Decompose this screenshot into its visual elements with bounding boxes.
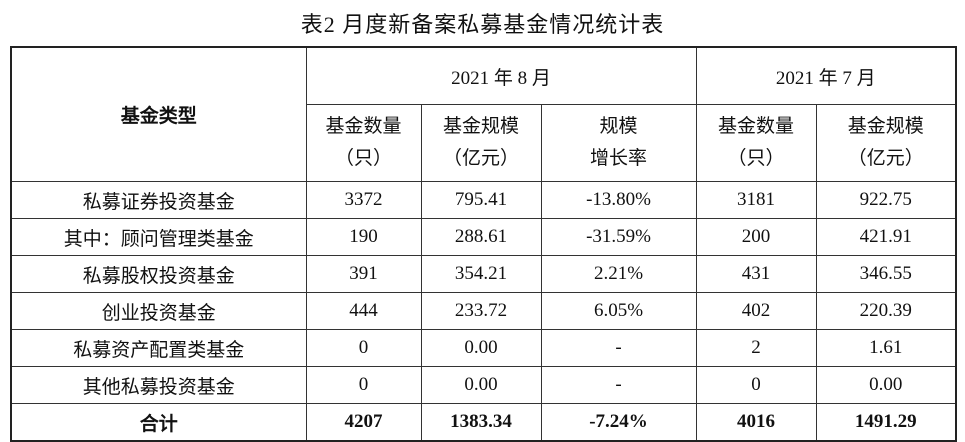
data-row: 其他私募投资基金 0 0.00-0 0.00: [10, 366, 957, 404]
cell: -31.59%: [540, 218, 697, 256]
row-label: 其他私募投资基金: [10, 366, 307, 404]
header-line: 基金数量: [718, 116, 795, 137]
header-line: 基金数量: [325, 116, 402, 137]
header-row: 基金数量 （只） 基金规模 （亿元） 规模 增长率 基金数量 （只） 基金规模 （亿元）: [11, 104, 957, 182]
row-label: 合计: [10, 403, 307, 442]
cell: 3372: [305, 181, 422, 219]
cell: 200: [695, 218, 817, 256]
data-row: 创业投资基金 444 233.72 6.05% 402 220.39: [10, 292, 957, 330]
table-title: 表2 月度新备案私募基金情况统计表: [300, 12, 665, 37]
cell: 0: [695, 366, 817, 404]
cell: -13.80%: [540, 181, 697, 219]
header-line: 基金规模: [442, 116, 519, 137]
cell: -: [540, 329, 697, 367]
header-line: 增长率: [590, 148, 648, 169]
header-line: （只）: [727, 148, 785, 169]
cell: 0.00: [420, 329, 542, 367]
column-header: 基金数量 （只）: [305, 104, 422, 182]
cell: 233.72: [420, 292, 542, 330]
cell: 288.61: [420, 218, 542, 256]
cell: 0.00: [815, 366, 957, 404]
group-header: 2021 年 8 月: [305, 46, 697, 105]
cell: 1491.29: [815, 403, 957, 442]
cell: 421.91: [815, 218, 957, 256]
header-cell: 基金类型: [10, 46, 307, 182]
column-header: 基金规模 （亿元）: [420, 104, 542, 182]
header-line: （只）: [334, 148, 392, 169]
data-row: 私募股权投资基金 391 354.21 2.21% 431 346.55: [10, 255, 957, 293]
stats-table: 基金类型 2021 年 8 月 2021 年 7 月基金数量 （只） 基金规模 （亿元）规…: [10, 46, 958, 442]
header-line: （亿元）: [442, 148, 519, 169]
cell: 444: [305, 292, 422, 330]
cell: 402: [695, 292, 817, 330]
cell: 1.61: [815, 329, 957, 367]
header-line: 规模: [599, 116, 638, 137]
data-row: 私募证券投资基金 3372 795.41 -13.80% 3181 922.75: [10, 181, 957, 219]
row-label: 创业投资基金: [10, 292, 307, 330]
cell: 6.05%: [540, 292, 697, 330]
cell: 2.21%: [540, 255, 697, 293]
cell: 922.75: [815, 181, 957, 219]
cell: 190: [305, 218, 422, 256]
cell: 795.41: [420, 181, 542, 219]
cell: 354.21: [420, 255, 542, 293]
cell: 431: [695, 255, 817, 293]
cell: 0: [305, 366, 422, 404]
row-label: 私募证券投资基金: [10, 181, 307, 219]
header-row: 基金类型 2021 年 8 月 2021 年 7 月: [10, 46, 957, 182]
row-label: 其中：顾问管理类基金: [10, 218, 307, 256]
total-row: 合计 4207 1383.34 -7.24% 4016 1491.29: [10, 403, 957, 442]
column-header: 基金数量 （只）: [695, 104, 817, 182]
cell: 346.55: [815, 255, 957, 293]
data-row: 私募资产配置类基金 0 0.00-2 1.61: [10, 329, 957, 367]
cell: -: [540, 366, 697, 404]
row-label: 私募资产配置类基金: [10, 329, 307, 367]
cell: 1383.34: [420, 403, 542, 442]
cell: -7.24%: [540, 403, 697, 442]
cell: 3181: [695, 181, 817, 219]
group-header: 2021 年 7 月: [695, 46, 957, 105]
cell: 2: [695, 329, 817, 367]
cell: 220.39: [815, 292, 957, 330]
cell: 4016: [695, 403, 817, 442]
cell: 391: [305, 255, 422, 293]
header-line: （亿元）: [847, 148, 924, 169]
cell: 0.00: [420, 366, 542, 404]
cell: 4207: [305, 403, 422, 442]
column-header: 基金规模 （亿元）: [815, 104, 957, 182]
data-row: 其中：顾问管理类基金 190 288.61 -31.59% 200 421.91: [10, 218, 957, 256]
header-line: 基金规模: [847, 116, 924, 137]
cell: 0: [305, 329, 422, 367]
row-label: 私募股权投资基金: [10, 255, 307, 293]
column-header: 规模 增长率: [540, 104, 697, 182]
